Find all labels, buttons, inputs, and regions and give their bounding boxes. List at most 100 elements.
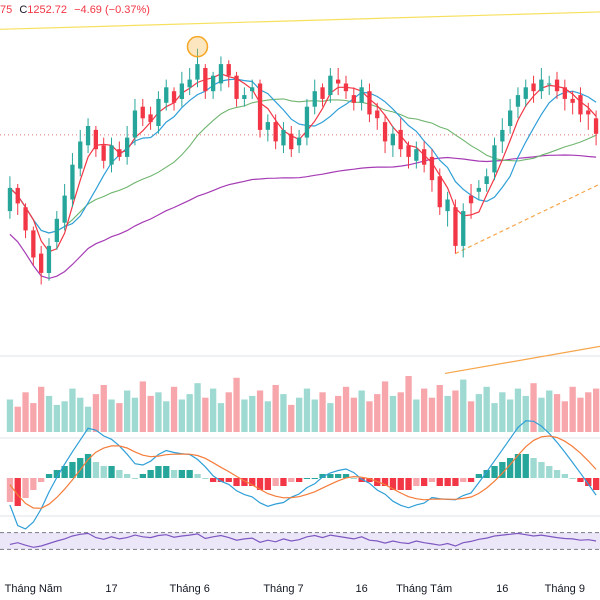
volume-bar — [389, 395, 397, 432]
macd-histogram-bar — [210, 478, 217, 482]
candle-body — [148, 114, 153, 123]
volume-bar — [116, 403, 123, 432]
candle-body — [203, 68, 208, 92]
candle-body — [547, 83, 552, 85]
candle-body — [62, 195, 67, 223]
macd-histogram-bar — [14, 478, 21, 506]
candle-body — [54, 218, 59, 242]
ma-long-line — [9, 154, 597, 280]
macd-line — [9, 420, 597, 530]
volume-bar — [163, 401, 170, 432]
candle-body — [586, 110, 591, 115]
macd-histogram-bar — [460, 478, 467, 482]
candle-body — [78, 141, 83, 169]
candle-body — [15, 187, 20, 204]
candle-body — [23, 207, 28, 231]
volume-bar — [131, 397, 139, 432]
candle-body — [390, 133, 395, 146]
macd-histogram-bar — [116, 470, 123, 478]
macd-histogram-bar — [546, 466, 553, 478]
candle-body — [218, 64, 224, 84]
volume-bar — [342, 386, 350, 432]
candle-body — [422, 149, 427, 165]
volume-bar — [217, 403, 225, 432]
volume-bar — [100, 385, 107, 432]
volume-bar — [77, 397, 84, 432]
macd-histogram-bar — [256, 478, 264, 490]
candle-body — [453, 207, 458, 246]
volume-bar — [202, 397, 209, 432]
candle-body — [85, 126, 91, 146]
candle-body — [39, 253, 44, 273]
candle-body — [132, 110, 138, 138]
volume-bar — [108, 399, 115, 432]
volume-bar — [38, 386, 45, 432]
x-tick-label: 16 — [496, 583, 508, 595]
macd-histogram-bar — [69, 462, 76, 478]
rsi-line — [9, 532, 597, 548]
candle-body — [578, 95, 583, 115]
candle-body — [508, 110, 513, 126]
candle-body — [343, 83, 349, 92]
candle-body — [265, 122, 270, 130]
volume-bar — [460, 379, 467, 432]
ma-short-line — [9, 78, 597, 234]
macd-histogram-bar — [522, 454, 529, 478]
candle-body — [492, 145, 497, 173]
volume-bar — [296, 397, 303, 432]
volume-bar — [233, 377, 240, 432]
candle-body — [125, 137, 130, 157]
macd-histogram-bar — [475, 474, 482, 478]
candle-body — [359, 87, 364, 103]
volume-bar — [569, 386, 576, 432]
macd-histogram-bar — [202, 478, 209, 479]
macd-histogram-bar — [421, 478, 428, 486]
volume-bar — [225, 392, 232, 432]
peak-marker — [186, 35, 209, 58]
volume-bar — [514, 388, 522, 432]
volume-bar — [69, 388, 76, 432]
volume-bar — [475, 394, 482, 432]
macd-histogram-bar — [163, 466, 170, 478]
volume-bar — [272, 385, 279, 432]
volume-bar — [538, 397, 545, 432]
candle-body — [414, 149, 419, 161]
macd-histogram-bar — [77, 458, 84, 478]
macd-histogram-bar — [30, 478, 37, 490]
volume-bar — [546, 390, 553, 432]
candle-body — [515, 95, 521, 107]
volume-bar — [139, 381, 146, 432]
candle-body — [375, 110, 380, 119]
macd-histogram-bar — [405, 478, 412, 490]
trend-line-upper — [0, 11, 600, 30]
volume-bar — [561, 401, 568, 432]
candle-body — [531, 83, 536, 92]
volume-bar — [405, 376, 412, 432]
volume-bar — [147, 395, 154, 432]
volume-bar — [421, 388, 428, 432]
candle-body — [570, 98, 575, 103]
macd-histogram-bar — [296, 478, 303, 482]
candle-body — [562, 87, 567, 99]
ohlc-legend: 75 C1252.72 −4.69 (−0.37%) — [0, 4, 150, 16]
volume-bar — [210, 388, 217, 432]
x-tick-label: Tháng Năm — [5, 583, 62, 595]
candle-body — [242, 95, 247, 99]
change-pct: (−0.37%) — [105, 4, 150, 16]
volume-bar — [53, 404, 60, 432]
volume-bar — [327, 403, 334, 432]
macd-histogram-bar — [45, 474, 53, 478]
volume-bar — [350, 397, 357, 432]
candle-body — [554, 79, 560, 92]
candle-body — [523, 87, 528, 99]
macd-histogram-bar — [241, 478, 248, 486]
macd-histogram-bar — [530, 458, 537, 478]
macd-histogram-bar — [569, 478, 576, 479]
candle-body — [437, 176, 442, 208]
rsi-band — [0, 532, 600, 550]
volume-bar — [358, 390, 365, 432]
close-label: C — [19, 4, 28, 16]
candle-body — [445, 199, 450, 212]
macd-histogram-bar — [436, 478, 443, 486]
volume-bar — [92, 394, 100, 432]
